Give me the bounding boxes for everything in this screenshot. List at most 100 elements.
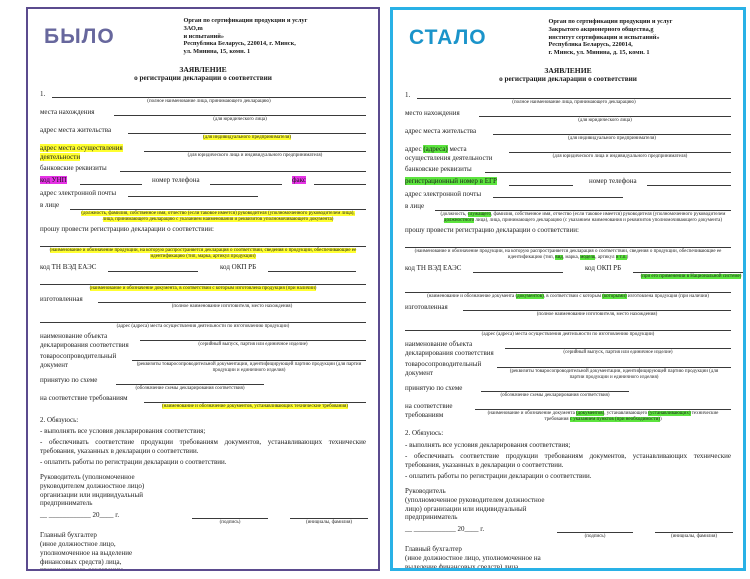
- field-label-line: адрес места осуществления: [40, 143, 144, 153]
- text-segment: (инициалы, фамилия): [670, 534, 718, 540]
- form-field: [108, 263, 198, 272]
- text-segment: (серийный выпуск, партия или единичное и…: [198, 341, 308, 347]
- text-segment: (наименование и обозначение документа: [427, 294, 516, 300]
- text-segment: адрес электронной почты: [40, 188, 117, 197]
- document-bylo: БЫЛО Орган по сертификации продукции и ус…: [26, 7, 380, 571]
- form-row: в лице (должность, служащего, фамилия, со…: [405, 202, 731, 224]
- text-segment: 1.: [405, 90, 411, 99]
- field-caption-line: (обозначение схемы декларирования соотве…: [116, 386, 264, 392]
- text-segment: предприниматель: [40, 499, 93, 508]
- highlighted-text-segment: Закрытого акционерного общества,g: [548, 25, 654, 33]
- form-row: адрес места жительства (для индивидуально…: [40, 126, 366, 142]
- form-field: [647, 177, 731, 186]
- paragraph: - обеспечивать соответствие продукции тр…: [405, 452, 731, 470]
- form-field: (для юридического лица и индивидуального…: [144, 144, 366, 160]
- field-label: адрес электронной почты: [40, 189, 128, 198]
- field-caption: (инициалы, фамилия): [655, 534, 733, 540]
- field-caption-line: требования с указанием пунктов (при необ…: [475, 417, 731, 423]
- field-label-line: требованиям: [405, 411, 475, 420]
- text-segment: Орган по сертификации продукции и услуг: [183, 17, 308, 24]
- field-caption-line: (инициалы, фамилия): [655, 534, 733, 540]
- text-segment: (серийный выпуск, партия или единичное и…: [563, 349, 673, 355]
- text-segment: (для юридического лица и индивидуального…: [552, 154, 688, 160]
- field-label-line: документ: [405, 369, 497, 378]
- form-row: (наименование и обозначение продукции, н…: [40, 239, 366, 261]
- form-row: (адрес (адреса) места осуществления деят…: [405, 322, 731, 338]
- highlighted-text-segment: деятельности: [40, 152, 81, 161]
- text-segment: документ: [40, 360, 69, 369]
- highlighted-text-segment: идентификацию (тип, марка, артикул проду…: [150, 254, 256, 260]
- field-caption-line: (для юридического лица): [479, 118, 731, 124]
- field-caption: (наименование и обозначение документа (д…: [475, 411, 731, 423]
- form-field-line: [52, 90, 366, 99]
- text-segment: прошу провести регистрацию декларации о …: [40, 224, 214, 233]
- form-field: (реквизиты товаросопроводительной докуме…: [497, 360, 731, 382]
- form-field: (для индивидуального предпринимателя): [493, 127, 731, 143]
- field-label: номер телефона: [152, 176, 210, 185]
- text-segment: идентификацию (тип,: [507, 255, 556, 261]
- text-segment: - оплатить работы по регистрации деклара…: [405, 472, 592, 481]
- field-caption-line: должностного лица), лица, принимающего д…: [435, 217, 731, 224]
- form-field: (реквизиты товаросопроводительной докуме…: [132, 352, 366, 374]
- form-field-line: [475, 402, 731, 411]
- field-caption: (для индивидуального предпринимателя): [128, 135, 366, 141]
- field-caption: (подпись): [192, 520, 268, 526]
- field-caption: (наименование и обозначение продукции, н…: [405, 249, 731, 261]
- field-label: в лице: [405, 202, 435, 211]
- text-segment: ул. Минина, 15, комн. 1: [183, 48, 251, 56]
- form-field-line: [485, 165, 731, 174]
- text-segment: места: [447, 144, 467, 153]
- org-address-line: институт сертификации и испытаний»: [548, 34, 731, 42]
- form-row: - обеспечивать соответствие продукции тр…: [40, 438, 366, 456]
- field-label: 1.: [405, 91, 417, 100]
- form-field-line: [479, 109, 731, 118]
- field-label-line: документ: [40, 361, 132, 370]
- text-segment: 1.: [40, 89, 46, 98]
- text-segment: - оплатить работы по регистрации деклара…: [40, 458, 227, 467]
- paragraph-line: организации или индивидуальный: [40, 491, 366, 500]
- form-row: Главный бухгалтер (иное должностное лицо,…: [405, 545, 731, 568]
- paragraph: 2. Обязуюсь:: [405, 429, 731, 438]
- field-label: на соответствие требованиям: [40, 394, 144, 403]
- field-label: наименование объекта декларирования соотв…: [40, 332, 140, 349]
- form-field: (серийный выпуск, партия или единичное и…: [140, 332, 366, 348]
- field-label: в лице: [40, 201, 70, 210]
- form-field-line: [497, 360, 731, 369]
- highlighted-text-segment: (документов): [515, 294, 544, 300]
- highlighted-text-segment: модель: [580, 255, 596, 261]
- field-label-line: деятельности: [40, 152, 144, 162]
- highlighted-text-segment: (должность, фамилия, собственное имя, от…: [81, 210, 355, 216]
- text-segment: место нахождения: [405, 108, 460, 117]
- text-segment: 2. Обязуюсь:: [405, 429, 444, 438]
- field-caption-line: (наименование и обозначение документа (д…: [475, 411, 731, 417]
- field-label: место нахождения: [405, 109, 479, 118]
- text-segment: адрес: [405, 144, 424, 153]
- document-title: ЗАЯВЛЕНИЕ: [544, 65, 592, 75]
- paragraph-line: предприниматель: [405, 513, 731, 522]
- form-row: __ ____________ 20____ г. (подпись) (иници…: [405, 525, 733, 541]
- text-segment: номер телефона: [589, 177, 637, 186]
- field-caption: (адрес (адреса) места осуществления деят…: [40, 324, 366, 330]
- form-field-line: [417, 91, 731, 100]
- form-row: адрес места осуществления деятельности (дл…: [40, 143, 366, 162]
- form-field: (адрес (адреса) места осуществления деят…: [405, 322, 731, 338]
- org-address-line: Республика Беларусь, 220014,: [548, 41, 731, 49]
- text-segment: принятую по схеме: [40, 376, 98, 385]
- field-label: товаросопроводительный документ: [40, 352, 132, 369]
- field-label-line: декларирования соответствия: [405, 349, 505, 358]
- text-segment: код ТН ВЭД ЕАЭС: [405, 264, 462, 273]
- form-row: Главный бухгалтер (иное должностное лицо,…: [40, 531, 366, 569]
- form-field: (при его применении в Национальной систе…: [633, 264, 743, 280]
- highlighted-text-segment: адрес места осуществления: [40, 143, 123, 152]
- form-field: (должность, служащего, фамилия, собствен…: [435, 202, 731, 224]
- highlighted-text-segment: с указанием пунктов (при необходимости): [569, 417, 660, 423]
- org-address-line: Орган по сертификации продукции и услуг: [183, 17, 366, 25]
- form-field-line: [192, 511, 268, 520]
- paragraph-line: - выполнять все условия декларирования с…: [405, 441, 731, 450]
- field-label-line: адрес (адреса) места: [405, 144, 509, 154]
- highlighted-text-segment: служащего: [467, 211, 491, 217]
- field-caption-line: (полное наименование изготовителя, место…: [98, 304, 366, 310]
- field-label-line: товаросопроводительный: [405, 360, 497, 369]
- paragraph-line: Руководитель: [405, 487, 731, 496]
